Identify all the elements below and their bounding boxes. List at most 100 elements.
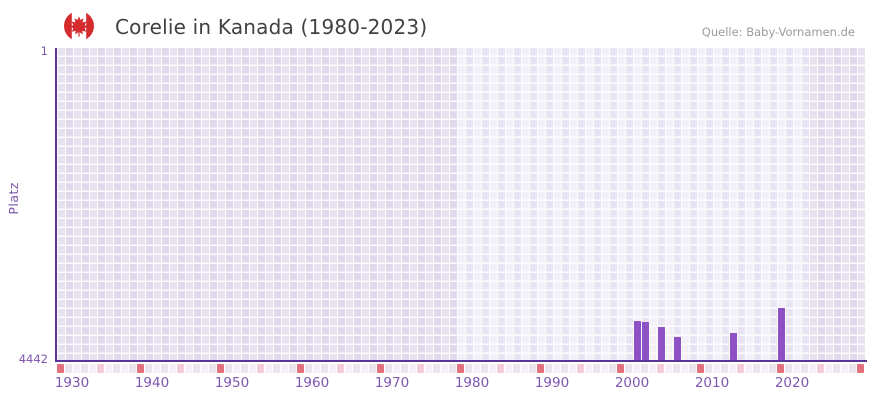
tick-square-1985 [497,364,504,373]
tick-square-1950 [217,364,224,373]
tick-square-2014 [729,364,736,373]
tick-square-1960 [297,364,304,373]
rank-bar-2003[interactable] [641,322,649,360]
tick-square-1939 [129,364,136,373]
tick-square-2025 [817,364,824,373]
tick-square-2029 [849,364,856,373]
tick-square-2004 [649,364,656,373]
tick-square-1930 [57,364,64,373]
tick-square-2023 [801,364,808,373]
tick-square-2002 [633,364,640,373]
tick-square-1976 [425,364,432,373]
y-axis-title: Platz [6,182,21,215]
tick-square-1959 [289,364,296,373]
rank-bar-2020[interactable] [777,307,785,360]
tick-square-1980 [457,364,464,373]
tick-square-1978 [441,364,448,373]
tick-square-2012 [713,364,720,373]
tick-square-2030 [857,364,864,373]
tick-square-1948 [201,364,208,373]
tick-square-1997 [593,364,600,373]
tick-square-1962 [313,364,320,373]
tick-square-1935 [97,364,104,373]
x-axis-label-2010: 2010 [694,375,730,391]
tick-square-1969 [369,364,376,373]
rank-bar-2014[interactable] [729,332,737,360]
tick-square-1934 [89,364,96,373]
tick-square-2010 [697,364,704,373]
source-attribution: Quelle: Baby-Vornamen.de [701,25,855,39]
tick-square-1999 [609,364,616,373]
tick-square-1956 [265,364,272,373]
tick-square-2015 [737,364,744,373]
tick-square-1971 [385,364,392,373]
rank-bar-2002[interactable] [633,320,641,360]
tick-square-1967 [353,364,360,373]
tick-square-1970 [377,364,384,373]
tick-square-1942 [153,364,160,373]
tick-square-2018 [761,364,768,373]
tick-square-1949 [209,364,216,373]
tick-square-1968 [361,364,368,373]
tick-square-1982 [473,364,480,373]
tick-square-1972 [393,364,400,373]
rank-bar-2007[interactable] [673,336,681,360]
rank-bar-2005[interactable] [657,326,665,360]
tick-square-1938 [121,364,128,373]
canada-flag-icon [64,11,94,41]
tick-square-1983 [481,364,488,373]
tick-square-2016 [745,364,752,373]
tick-square-1995 [577,364,584,373]
tick-square-1931 [65,364,72,373]
x-axis-label-1950: 1950 [214,375,250,391]
tick-square-1946 [185,364,192,373]
tick-square-1966 [345,364,352,373]
tick-square-2005 [657,364,664,373]
x-axis-tick-squares [57,364,865,373]
tick-square-2028 [841,364,848,373]
tick-square-1957 [273,364,280,373]
x-axis-label-1980: 1980 [454,375,490,391]
tick-square-1981 [465,364,472,373]
tick-square-2003 [641,364,648,373]
tick-square-1940 [137,364,144,373]
tick-square-1990 [537,364,544,373]
tick-square-2007 [673,364,680,373]
tick-square-1979 [449,364,456,373]
tick-square-1963 [321,364,328,373]
tick-square-1945 [177,364,184,373]
tick-square-1998 [601,364,608,373]
tick-square-1932 [73,364,80,373]
grid-row-lines [57,48,865,360]
tick-square-1943 [161,364,168,373]
tick-square-1953 [241,364,248,373]
tick-square-2008 [681,364,688,373]
tick-square-1961 [305,364,312,373]
tick-square-1941 [145,364,152,373]
tick-square-1937 [113,364,120,373]
tick-square-1954 [249,364,256,373]
tick-square-1993 [561,364,568,373]
tick-square-2001 [625,364,632,373]
y-axis-line [55,48,57,362]
y-tick-label-bottom: 4442 [18,352,48,366]
tick-square-1936 [105,364,112,373]
tick-square-1965 [337,364,344,373]
y-tick-label-top: 1 [40,44,48,58]
tick-square-2022 [793,364,800,373]
tick-square-2019 [769,364,776,373]
tick-square-2024 [809,364,816,373]
tick-square-1955 [257,364,264,373]
tick-square-1933 [81,364,88,373]
tick-square-1947 [193,364,200,373]
tick-square-1991 [545,364,552,373]
tick-square-1958 [281,364,288,373]
tick-square-2027 [833,364,840,373]
tick-square-1973 [401,364,408,373]
tick-square-1952 [233,364,240,373]
x-axis-label-2000: 2000 [614,375,650,391]
tick-square-2006 [665,364,672,373]
tick-square-1989 [529,364,536,373]
x-axis-label-1940: 1940 [134,375,170,391]
